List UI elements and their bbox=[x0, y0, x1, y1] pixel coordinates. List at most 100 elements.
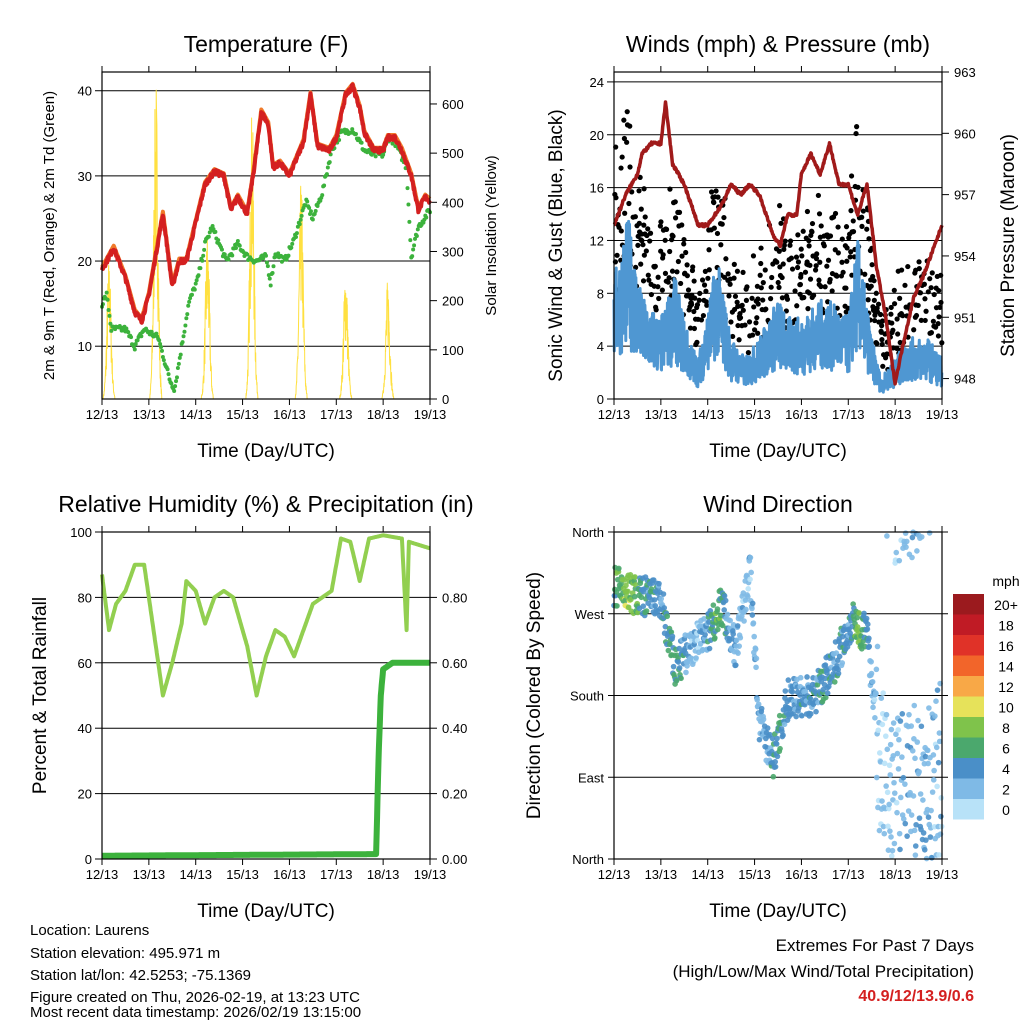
dewpoint-point bbox=[308, 209, 313, 214]
wind-direction-point bbox=[787, 706, 793, 712]
y2-tick-label: 948 bbox=[954, 372, 976, 387]
gust-point bbox=[792, 288, 798, 294]
dewpoint-point bbox=[132, 347, 137, 352]
wind-direction-point bbox=[807, 695, 814, 702]
wind-direction-point bbox=[749, 612, 756, 618]
wind-direction-point bbox=[758, 705, 765, 712]
dewpoint-point bbox=[222, 252, 227, 257]
dewpoint-point bbox=[181, 334, 186, 339]
gust-point bbox=[768, 284, 774, 290]
wind-direction-point bbox=[879, 721, 886, 728]
dewpoint-point bbox=[166, 372, 171, 377]
dewpoint-point bbox=[182, 329, 187, 334]
y2-tick-label: 600 bbox=[442, 97, 464, 112]
wind-direction-point bbox=[896, 557, 903, 564]
gust-point bbox=[815, 192, 821, 199]
gust-point bbox=[734, 299, 740, 305]
x-tick-label: 12/13 bbox=[598, 867, 631, 882]
x-tick-label: 16/13 bbox=[273, 407, 306, 422]
x-tick-label: 16/13 bbox=[785, 407, 818, 422]
wind-direction-point bbox=[673, 677, 680, 684]
wind-direction-point bbox=[908, 723, 915, 729]
wind-direction-point bbox=[808, 711, 814, 717]
gust-point bbox=[821, 243, 827, 249]
wind-direction-point bbox=[868, 670, 875, 677]
gust-point bbox=[701, 282, 708, 288]
gust-point bbox=[763, 306, 769, 312]
gust-point bbox=[873, 290, 879, 296]
dewpoint-point bbox=[320, 193, 325, 198]
chart-title: Wind Direction bbox=[703, 491, 853, 517]
gust-point bbox=[788, 255, 795, 261]
gust-point bbox=[641, 252, 647, 258]
gust-point bbox=[658, 219, 664, 225]
wind-direction-point bbox=[880, 823, 887, 830]
y-axis-label: Sonic Wind & Gust (Blue, Black) bbox=[546, 109, 567, 381]
gust-point bbox=[667, 248, 673, 255]
legend-label: 18 bbox=[998, 618, 1014, 634]
y-tick-label: East bbox=[578, 770, 604, 785]
legend-swatch bbox=[953, 594, 984, 615]
wind-direction-point bbox=[918, 723, 925, 730]
wind-direction-point bbox=[934, 687, 941, 693]
wind-direction-point bbox=[921, 846, 928, 853]
gust-point bbox=[859, 214, 865, 220]
wind-direction-point bbox=[741, 618, 747, 624]
wind-direction-point bbox=[873, 774, 880, 781]
wind-direction-point bbox=[908, 812, 915, 818]
plot-border bbox=[101, 531, 431, 860]
wind-direction-point bbox=[887, 772, 894, 778]
wind-direction-point bbox=[902, 820, 909, 827]
gust-point bbox=[665, 279, 671, 285]
gust-point bbox=[719, 221, 725, 227]
gust-point bbox=[930, 318, 936, 324]
gust-point bbox=[825, 299, 831, 305]
legend-title: mph bbox=[992, 573, 1019, 589]
gust-point bbox=[877, 311, 884, 318]
wind-direction-point bbox=[928, 807, 934, 814]
wind-direction-point bbox=[895, 766, 902, 772]
wind-direction-point bbox=[894, 809, 900, 816]
wind-direction-point bbox=[789, 689, 796, 695]
gust-point bbox=[708, 189, 715, 195]
wind-direction-point bbox=[923, 837, 929, 843]
wind-direction-point bbox=[782, 688, 789, 694]
y2-tick-label: 951 bbox=[954, 310, 976, 325]
dewpoint-point bbox=[289, 245, 294, 250]
gust-point bbox=[676, 209, 683, 215]
gust-point bbox=[776, 284, 782, 290]
gust-point bbox=[850, 228, 857, 235]
dewpoint-point bbox=[408, 238, 413, 243]
gust-point bbox=[667, 186, 673, 192]
gust-point bbox=[870, 273, 876, 280]
wind-direction-point bbox=[938, 813, 944, 820]
wind-direction-point bbox=[891, 840, 898, 847]
gust-point bbox=[917, 290, 924, 296]
wind-direction-point bbox=[916, 815, 923, 821]
legend-swatch bbox=[953, 799, 984, 820]
wind-direction-point bbox=[770, 773, 777, 780]
gust-point bbox=[685, 287, 692, 293]
gust-point bbox=[840, 269, 846, 275]
gust-point bbox=[636, 220, 642, 226]
y2-tick-label: 960 bbox=[954, 126, 976, 141]
gust-point bbox=[624, 139, 630, 145]
wind-direction-point bbox=[743, 606, 749, 613]
wind-direction-point bbox=[750, 620, 757, 626]
gust-point bbox=[750, 332, 756, 338]
wind-direction-point bbox=[734, 623, 741, 629]
gust-point bbox=[798, 271, 804, 278]
gust-point bbox=[670, 233, 676, 239]
gust-point bbox=[779, 295, 786, 301]
y-tick-label: 10 bbox=[78, 339, 92, 354]
dewpoint-point bbox=[268, 283, 273, 288]
gust-point bbox=[905, 263, 911, 270]
wind-direction-point bbox=[683, 669, 689, 676]
gust-point bbox=[640, 278, 647, 284]
gust-point bbox=[825, 257, 832, 263]
wind-direction-point bbox=[676, 645, 683, 652]
dewpoint-point bbox=[201, 253, 206, 258]
gust-point bbox=[648, 291, 654, 298]
gust-point bbox=[755, 330, 761, 336]
dewpoint-point bbox=[290, 241, 295, 246]
